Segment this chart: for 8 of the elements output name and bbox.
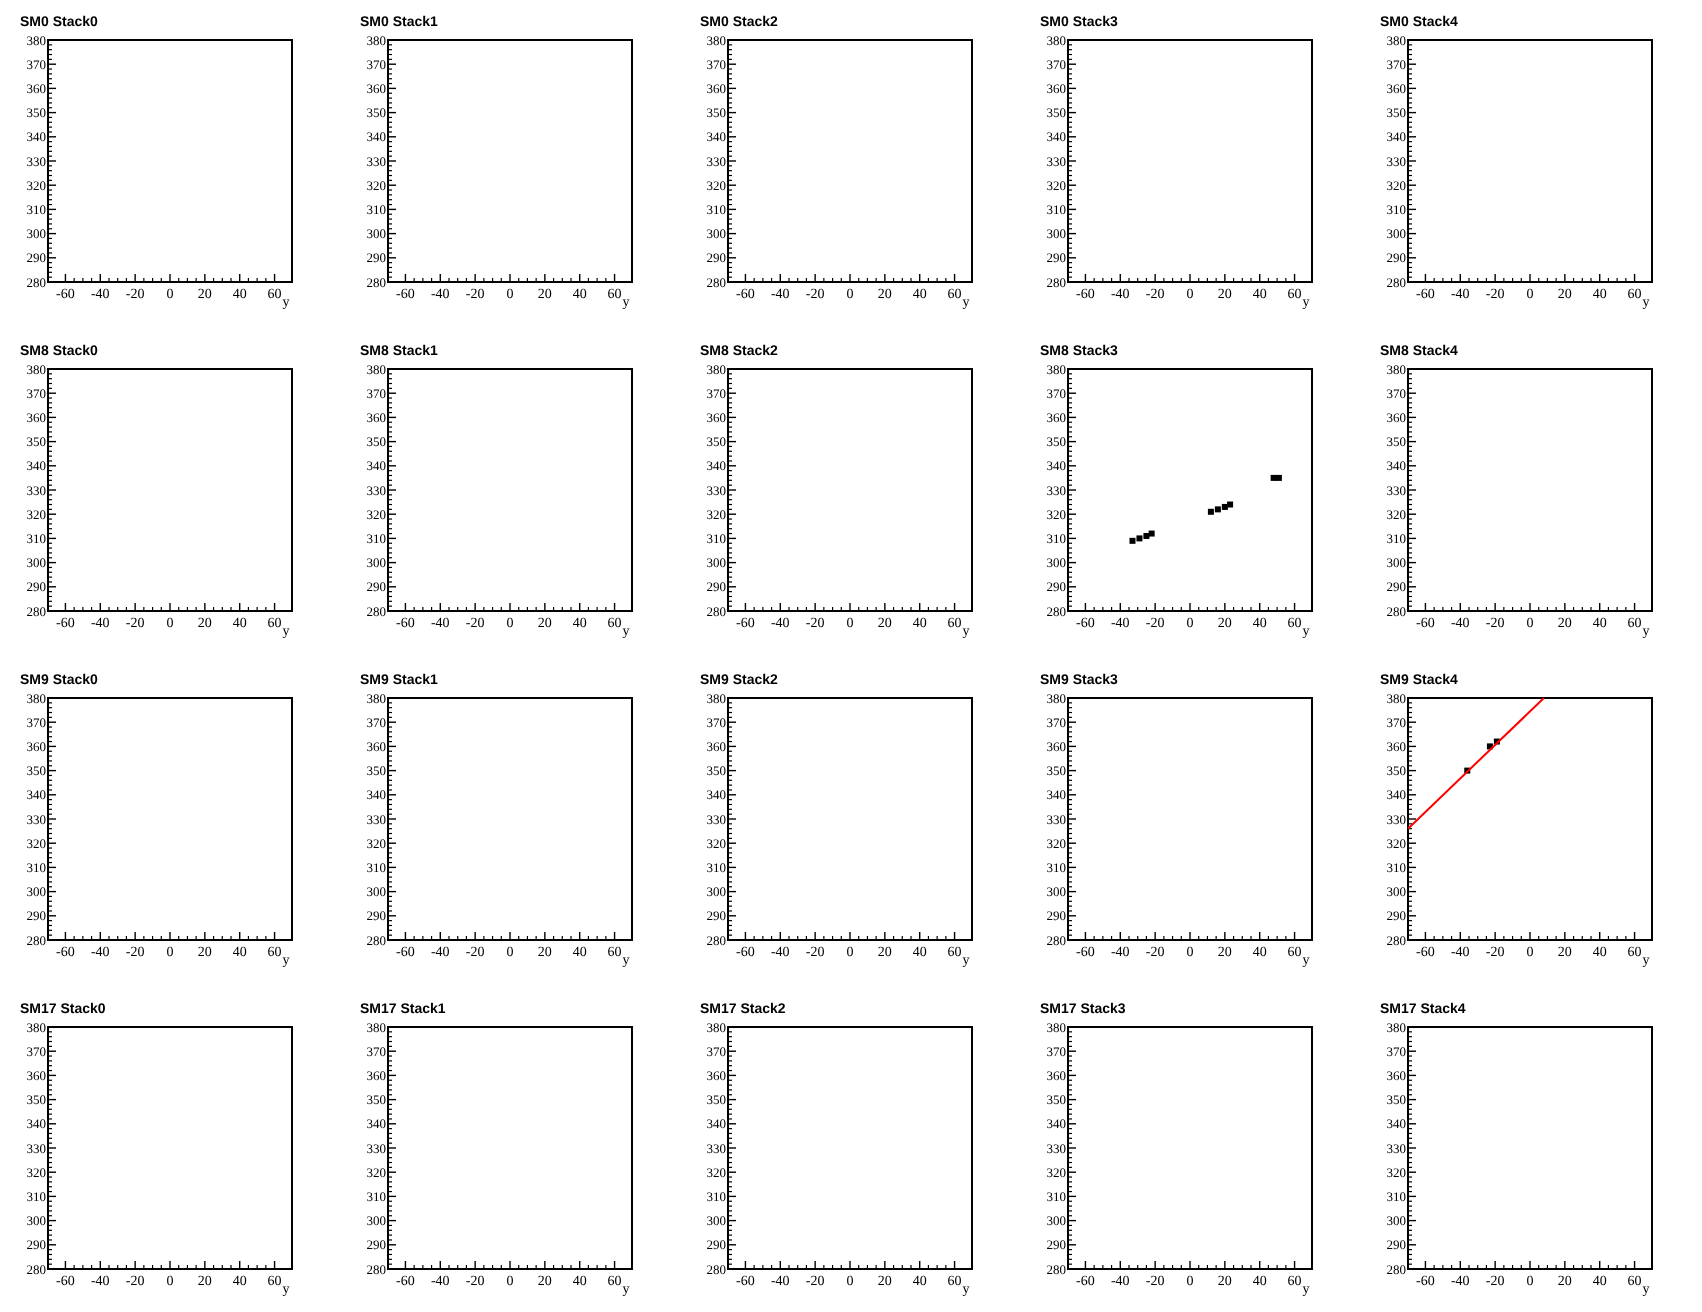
point (1148, 530, 1155, 537)
point (1275, 474, 1282, 481)
point (1214, 506, 1221, 513)
point (1207, 508, 1214, 515)
point (1143, 532, 1150, 539)
point (1227, 501, 1234, 508)
point (1136, 535, 1143, 542)
point (1129, 537, 1136, 544)
